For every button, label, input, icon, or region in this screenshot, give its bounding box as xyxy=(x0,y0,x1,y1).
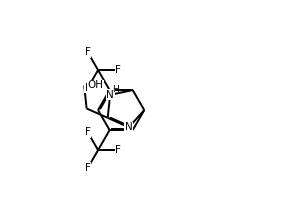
Text: H: H xyxy=(112,85,119,94)
Text: F: F xyxy=(116,65,121,75)
Text: F: F xyxy=(85,83,91,93)
Text: F: F xyxy=(85,128,91,138)
Text: N: N xyxy=(106,90,114,100)
Text: F: F xyxy=(85,163,91,173)
Text: F: F xyxy=(116,145,121,155)
Text: F: F xyxy=(85,48,91,58)
Text: N: N xyxy=(125,122,133,132)
Text: OH: OH xyxy=(87,80,103,90)
